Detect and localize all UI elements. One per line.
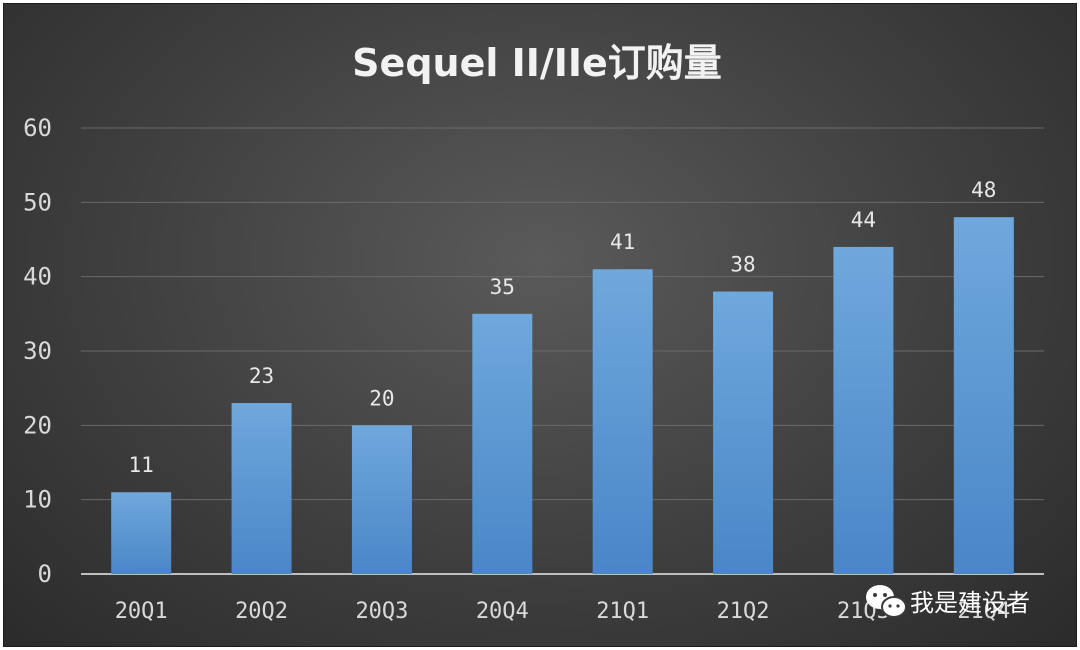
- bars: [111, 217, 1014, 574]
- y-tick-label: 0: [38, 560, 52, 588]
- data-label: 20: [369, 386, 394, 410]
- bar-21Q2: [713, 291, 774, 574]
- data-label: 48: [971, 178, 996, 202]
- data-label: 23: [249, 364, 274, 388]
- y-axis-ticks: 0 10 20 30 40 50 60: [23, 114, 52, 588]
- chart-title: Sequel II/IIe订购量: [352, 41, 722, 85]
- grid-lines: [81, 127, 1044, 575]
- y-tick-label: 40: [23, 263, 52, 291]
- chart-frame: Sequel II/IIe订购量 0 10 20 30 40 50 60 11 23 20 35 4…: [3, 3, 1077, 647]
- bar-21Q4: [953, 217, 1014, 574]
- data-labels: 11 23 20 35 41 38 44 48: [129, 178, 997, 477]
- x-tick-label: 20Q3: [355, 599, 408, 624]
- x-tick-label: 20Q2: [235, 599, 288, 624]
- bar-chart: Sequel II/IIe订购量 0 10 20 30 40 50 60 11 23 20 35 4…: [23, 41, 1044, 624]
- y-tick-label: 20: [23, 411, 52, 439]
- y-tick-label: 60: [23, 114, 52, 142]
- data-label: 41: [610, 230, 635, 254]
- y-tick-label: 10: [23, 486, 52, 514]
- data-label: 38: [730, 253, 755, 277]
- x-tick-label: 21Q2: [717, 599, 770, 624]
- watermark-text: 我是建设者: [910, 589, 1030, 617]
- x-tick-label: 21Q4: [957, 599, 1010, 624]
- x-tick-label: 20Q1: [115, 599, 168, 624]
- bar-20Q4: [472, 313, 533, 574]
- bar-20Q2: [231, 403, 292, 574]
- data-label: 11: [129, 453, 154, 477]
- data-label: 35: [490, 275, 515, 299]
- y-tick-label: 30: [23, 337, 52, 365]
- y-tick-label: 50: [23, 188, 52, 216]
- bar-21Q1: [592, 269, 653, 574]
- x-tick-label: 20Q4: [476, 599, 529, 624]
- bar-21Q3: [833, 246, 894, 574]
- data-label: 44: [851, 208, 876, 232]
- watermark: 我是建设者: [866, 585, 1030, 618]
- x-tick-label: 21Q1: [596, 599, 649, 624]
- wechat-icon: [866, 585, 907, 618]
- bar-20Q3: [351, 425, 412, 574]
- bar-20Q1: [111, 492, 172, 574]
- x-axis-ticks: 20Q1 20Q2 20Q3 20Q4 21Q1 21Q2 21Q3 21Q4: [115, 599, 1011, 624]
